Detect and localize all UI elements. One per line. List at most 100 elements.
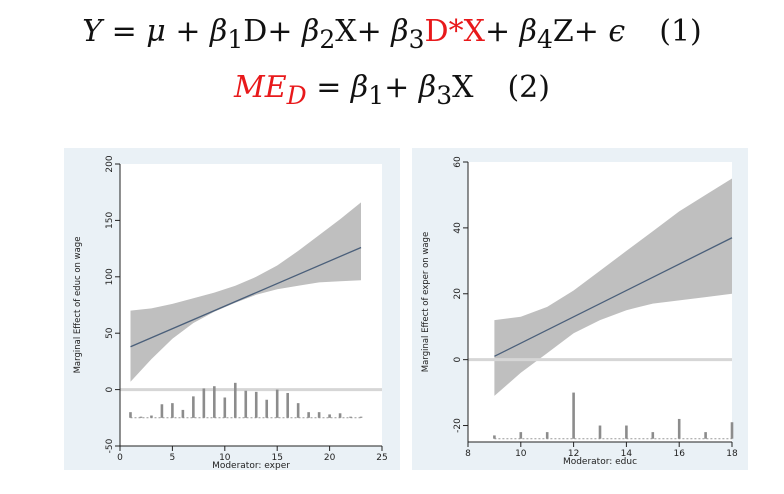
marginal-effect-line [130,246,362,348]
y-tick-label: 20 [453,288,463,300]
histogram-bar [139,416,143,418]
eq2-plus: + [384,70,419,105]
eq2-beta1-sub: 1 [368,81,385,110]
eq2-beta3-sub: 3 [436,81,453,110]
eq2-beta1: β [350,70,369,105]
y-tick-label: 200 [105,155,115,172]
eq2-beta3: β [418,70,437,105]
plot-area [120,164,382,446]
histogram-bar [307,412,310,418]
y-tick-label: 150 [105,212,115,229]
histogram-bar [296,403,300,418]
histogram-bar [730,422,734,439]
x-tick-label: 10 [219,453,231,463]
eq1-y: Y [82,14,103,49]
eq1-beta4-sub: 4 [536,25,553,54]
eq1-beta3-sub: 3 [408,25,425,54]
eq1-beta2: β [302,14,320,49]
eq1-epsilon: ϵ [608,14,626,49]
histogram-bar [519,432,523,439]
x-tick-label: 5 [170,453,176,463]
x-tick-label: 0 [117,453,123,463]
x-axis-title: Moderator: educ [563,457,637,467]
x-tick-label: 12 [568,449,579,459]
histogram-bar [349,416,352,418]
marginal-effect-line [494,237,733,357]
histogram-bar [129,412,132,418]
x-tick-label: 15 [271,453,282,463]
histogram-bar [359,416,363,418]
y-tick-label: 40 [453,222,463,234]
y-tick-label: -50 [105,438,115,453]
chart-panel-right: -20 0 20 40 60 8 10 12 14 16 18 Moderator: educ Marg… [412,148,748,470]
eq1-plus: + [165,14,211,49]
confidence-band [494,178,732,396]
histogram-bar [286,392,289,418]
histogram-bar [233,382,237,418]
eq1-mu: μ [146,14,166,49]
histogram-bar [625,425,628,439]
eq1-equals: = [102,14,147,49]
x-axis-title: Moderator: exper [212,461,290,470]
y-axis-title: Marginal Effect of educ on wage [73,237,83,374]
histogram-bar [223,397,227,418]
histogram-bar [493,435,496,439]
eq1-number: (1) [659,14,702,49]
y-tick-label: 0 [105,386,115,392]
y-tick-label: 50 [105,327,115,339]
histogram-bar [171,403,174,418]
eq1-beta3: β [391,14,409,49]
histogram-bar [317,412,321,418]
eq1-interaction: D*X [424,14,485,49]
x-tick-label: 25 [376,453,387,463]
eq1-z: Z+ [552,14,609,49]
eq1-plus2: + [484,14,520,49]
chart-panel-left: -50 0 50 100 150 200 0 5 10 15 20 25 Moderator: expe… [64,148,400,471]
histogram-bar [704,432,707,439]
histogram-bar [244,390,248,418]
histogram-bar [160,404,164,418]
eq1-beta1: β [210,14,228,49]
eq2-x: X [452,70,474,105]
eq1-d: D+ [243,14,302,49]
confidence-band [130,202,361,382]
histogram-bar [545,432,549,439]
eq2-me-sub: D [286,81,307,110]
histogram-bar [598,425,602,439]
y-tick-label: 100 [105,268,115,285]
histogram-bar [651,432,655,439]
histogram-bar [254,391,258,418]
x-tick-label: 14 [621,449,633,459]
x-tick-label: 20 [324,453,336,463]
histogram-bar [328,414,331,418]
eq2-number: (2) [507,70,550,105]
eq1-beta1-sub: 1 [227,25,244,54]
x-tick-label: 18 [726,449,738,459]
histogram-bar [677,418,681,439]
eq1-beta2-sub: 2 [319,25,336,54]
eq1-beta4: β [519,14,537,49]
x-tick-label: 10 [515,449,527,459]
equation-1: Y = μ + β1D+ β2X+ β3D*X+ β4Z+ ϵ (1) [0,14,784,54]
histogram-bar [202,388,206,418]
x-tick-label: 16 [673,449,685,459]
chart-right: -20 0 20 40 60 8 10 12 14 16 18 Moderator: educ Marg… [421,156,738,467]
histogram-bar [181,409,185,418]
eq1-x: X+ [335,14,392,49]
equation-2: MED = β1+ β3X (2) [0,70,784,110]
y-tick-label: 0 [453,357,463,363]
histogram-bar [275,389,279,418]
histogram-bar [213,386,216,418]
histogram-bar [150,415,153,418]
eq2-me: ME [234,70,287,105]
eq2-equals: = [306,70,351,105]
histogram-bar [338,413,342,418]
y-tick-label: 60 [453,156,463,168]
y-axis-title: Marginal Effect of exper on wage [421,232,431,372]
histogram-bar [265,399,269,418]
histogram-bar [192,396,195,418]
x-tick-label: 8 [465,449,471,459]
histogram-bar [572,392,575,439]
y-tick-label: -20 [453,418,463,433]
